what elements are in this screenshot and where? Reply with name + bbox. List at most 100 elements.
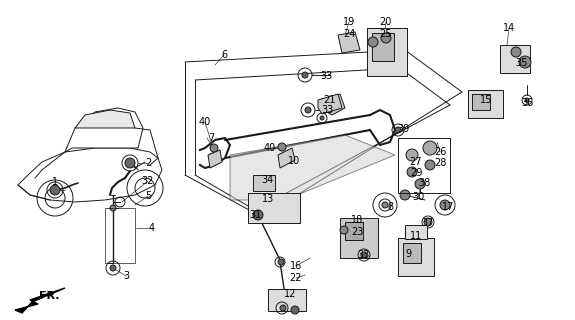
Text: 9: 9 <box>405 249 411 259</box>
Text: 26: 26 <box>434 147 446 157</box>
Text: 21: 21 <box>323 95 335 105</box>
Polygon shape <box>230 135 395 200</box>
Polygon shape <box>338 32 360 53</box>
Bar <box>340 218 378 258</box>
Circle shape <box>320 116 324 120</box>
Text: 28: 28 <box>434 158 446 168</box>
Text: 37: 37 <box>422 218 434 228</box>
Bar <box>105 208 135 263</box>
Circle shape <box>406 149 418 161</box>
Circle shape <box>381 33 391 43</box>
Text: 34: 34 <box>261 175 273 185</box>
Circle shape <box>341 36 349 44</box>
Text: 15: 15 <box>480 95 492 105</box>
Bar <box>403 243 421 263</box>
Text: 25: 25 <box>379 29 391 39</box>
Bar <box>367 28 407 76</box>
Text: 23: 23 <box>351 227 363 237</box>
Text: 1: 1 <box>52 177 58 187</box>
Circle shape <box>400 190 410 200</box>
Circle shape <box>361 252 367 258</box>
Circle shape <box>423 141 437 155</box>
Bar <box>248 193 300 223</box>
Bar <box>253 175 275 191</box>
Text: 3: 3 <box>123 271 129 281</box>
Circle shape <box>278 259 284 265</box>
Text: 22: 22 <box>290 273 302 283</box>
Text: 12: 12 <box>284 289 296 299</box>
Polygon shape <box>318 94 342 114</box>
Circle shape <box>291 306 299 314</box>
Text: 14: 14 <box>503 23 515 33</box>
Text: 33: 33 <box>357 250 369 260</box>
Bar <box>500 45 530 73</box>
Text: 16: 16 <box>290 261 302 271</box>
Text: 7: 7 <box>208 133 214 143</box>
Circle shape <box>340 226 348 234</box>
Text: 35: 35 <box>516 58 528 68</box>
Circle shape <box>110 205 116 211</box>
Bar <box>405 225 427 239</box>
Polygon shape <box>18 148 162 202</box>
Text: 27: 27 <box>410 157 422 167</box>
Text: 32: 32 <box>142 176 154 186</box>
Text: 19: 19 <box>343 17 355 27</box>
Polygon shape <box>208 150 222 168</box>
Circle shape <box>511 47 521 57</box>
Bar <box>398 138 450 193</box>
Text: 5: 5 <box>145 191 151 201</box>
Circle shape <box>368 37 378 47</box>
Text: 8: 8 <box>387 202 393 212</box>
Polygon shape <box>320 94 345 115</box>
Circle shape <box>424 218 432 226</box>
Text: 20: 20 <box>379 17 391 27</box>
Text: FR.: FR. <box>39 291 59 301</box>
Text: 39: 39 <box>397 124 409 134</box>
Text: 4: 4 <box>149 223 155 233</box>
Circle shape <box>110 265 116 271</box>
Bar <box>398 238 434 276</box>
Text: 33: 33 <box>321 105 333 115</box>
Text: 17: 17 <box>442 202 454 212</box>
Bar <box>268 289 306 311</box>
Polygon shape <box>278 148 295 168</box>
Circle shape <box>382 202 388 208</box>
Circle shape <box>415 179 425 189</box>
Circle shape <box>280 305 286 311</box>
Circle shape <box>302 72 308 78</box>
Text: 29: 29 <box>410 168 422 178</box>
Bar <box>472 94 490 110</box>
Circle shape <box>321 100 329 108</box>
Bar <box>468 90 503 118</box>
Circle shape <box>305 107 311 113</box>
Circle shape <box>278 143 286 151</box>
Bar <box>372 33 394 61</box>
Polygon shape <box>15 288 65 313</box>
Text: 2: 2 <box>145 158 151 168</box>
Text: 18: 18 <box>351 215 363 225</box>
Circle shape <box>253 210 263 220</box>
Circle shape <box>440 200 450 210</box>
Circle shape <box>209 153 217 161</box>
Polygon shape <box>75 110 135 128</box>
Text: 6: 6 <box>221 50 227 60</box>
Text: 40: 40 <box>264 143 276 153</box>
Circle shape <box>395 127 401 133</box>
Text: 10: 10 <box>288 156 300 166</box>
Text: 30: 30 <box>412 192 424 202</box>
Text: 36: 36 <box>521 98 533 108</box>
Text: 24: 24 <box>343 29 355 39</box>
Bar <box>345 222 363 240</box>
Text: 40: 40 <box>199 117 211 127</box>
Circle shape <box>279 153 287 161</box>
Circle shape <box>425 160 435 170</box>
Text: 11: 11 <box>410 231 422 241</box>
Text: 38: 38 <box>418 178 430 188</box>
Circle shape <box>50 185 60 195</box>
Circle shape <box>519 56 531 68</box>
Circle shape <box>210 144 218 152</box>
Text: 31: 31 <box>249 210 261 220</box>
Text: 33: 33 <box>320 71 332 81</box>
Text: 13: 13 <box>262 194 274 204</box>
Circle shape <box>407 167 417 177</box>
